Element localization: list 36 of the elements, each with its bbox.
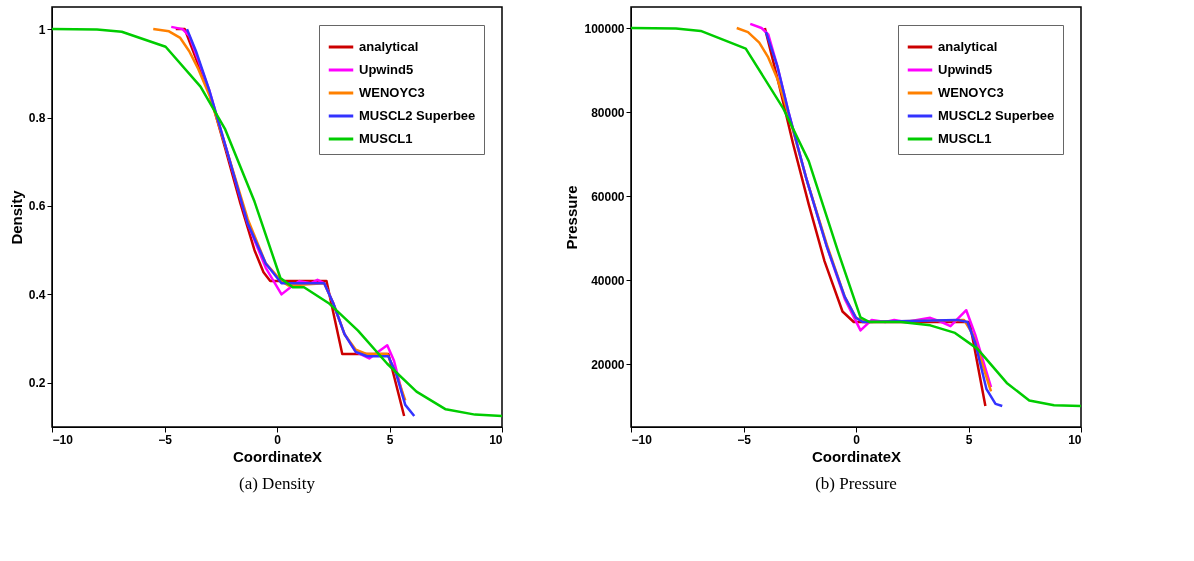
x-tick-label: 5 bbox=[965, 432, 973, 447]
x-tick-label: 0 bbox=[853, 432, 861, 447]
x-axis-title: CoordinateX bbox=[232, 447, 323, 465]
y-tick-label: 0.6 bbox=[28, 199, 46, 214]
y-tick-label: 1 bbox=[38, 22, 46, 37]
y-tick-label: 0.4 bbox=[28, 287, 46, 302]
legend-label: analytical bbox=[359, 39, 419, 54]
x-tick-label: 10 bbox=[489, 432, 503, 447]
x-tick-label: 0 bbox=[274, 432, 282, 447]
y-tick-label: 100000 bbox=[584, 21, 625, 36]
x-tick-label: 5 bbox=[386, 432, 394, 447]
y-axis-title: Density bbox=[7, 189, 25, 245]
legend-label: MUSCL2 Superbee bbox=[938, 108, 1055, 123]
y-tick-label: 40000 bbox=[591, 273, 625, 288]
y-tick-label: 20000 bbox=[591, 357, 625, 372]
text: (b) Pressure bbox=[815, 474, 897, 493]
x-tick-label: −5 bbox=[158, 432, 173, 447]
legend-label: MUSCL1 bbox=[359, 131, 413, 146]
text: (a) Density bbox=[238, 474, 316, 493]
legend-label: analytical bbox=[938, 39, 998, 54]
x-tick-label: −10 bbox=[631, 432, 653, 447]
legend-label: WENOYC3 bbox=[359, 85, 425, 100]
legend-label: Upwind5 bbox=[359, 62, 414, 77]
y-tick-label: 60000 bbox=[591, 189, 625, 204]
legend-label: MUSCL2 Superbee bbox=[359, 108, 476, 123]
x-tick-label: −10 bbox=[52, 432, 74, 447]
x-axis-title: CoordinateX bbox=[811, 447, 902, 465]
y-tick-label: 0.2 bbox=[28, 376, 46, 391]
legend-label: WENOYC3 bbox=[938, 85, 1004, 100]
x-tick-label: 10 bbox=[1068, 432, 1082, 447]
y-tick-label: 80000 bbox=[591, 105, 625, 120]
x-tick-label: −5 bbox=[737, 432, 752, 447]
y-tick-label: 0.8 bbox=[28, 111, 46, 126]
legend-label: MUSCL1 bbox=[938, 131, 992, 146]
legend-label: Upwind5 bbox=[938, 62, 993, 77]
y-axis-title: Pressure bbox=[563, 185, 581, 250]
